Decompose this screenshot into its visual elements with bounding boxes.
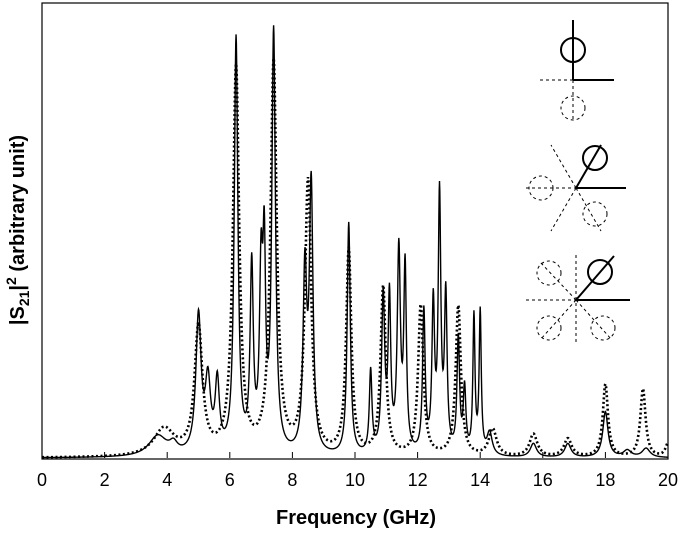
schematic-60deg-icon: [526, 144, 626, 232]
x-tick-label: 20: [658, 470, 678, 490]
x-tick-label: 2: [100, 470, 110, 490]
x-tick-label: 12: [408, 470, 428, 490]
y-axis-title-subscript: 21: [16, 290, 32, 306]
x-tick-label: 18: [595, 470, 615, 490]
plot-area-frame: [41, 2, 669, 460]
y-axis-title-suffix: (arbitrary unit): [7, 135, 29, 277]
y-axis-title-prefix: |S: [7, 306, 29, 325]
x-axis-title: Frequency (GHz): [276, 507, 436, 529]
x-ticks: 0 2 4 6 8 10 12 14 16 18 20: [37, 452, 678, 490]
y-axis-title: |S21|2 (arbitrary unit): [3, 135, 32, 325]
series-group: [42, 25, 669, 459]
x-tick-label: 10: [345, 470, 365, 490]
x-tick-label: 6: [225, 470, 235, 490]
x-tick-label: 16: [533, 470, 553, 490]
x-tick-label: 4: [162, 470, 172, 490]
x-tick-label: 0: [37, 470, 47, 490]
x-tick-label: 8: [287, 470, 297, 490]
inset-schematics: [526, 20, 630, 345]
schematic-45deg-icon: [526, 255, 630, 345]
series-line-dotted: [42, 58, 669, 459]
schematic-90deg-icon: [540, 20, 614, 121]
y-axis-title-superscript: 2: [3, 277, 19, 285]
y-axis-title-mid: |: [7, 285, 29, 291]
x-tick-label: 14: [470, 470, 490, 490]
series-line-solid: [42, 25, 669, 459]
